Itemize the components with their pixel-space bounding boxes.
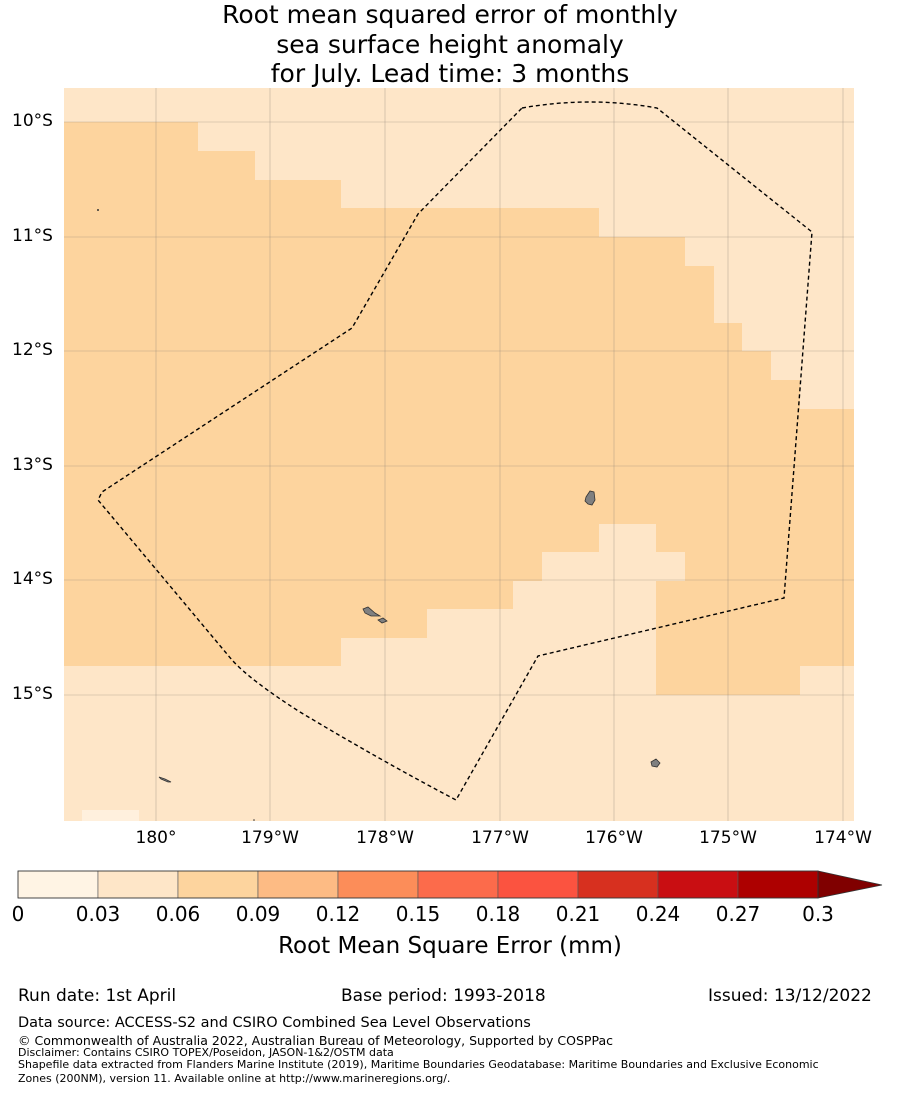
colorbar-tick-label: 0.27 xyxy=(715,902,761,926)
eez-boundary xyxy=(97,101,813,801)
gridlines xyxy=(64,88,854,821)
map-area xyxy=(64,88,854,821)
island-futuna xyxy=(362,606,382,617)
lon-label-180: 180° xyxy=(135,828,177,848)
lat-label-12s: 12°S xyxy=(12,340,53,360)
colorbar-extend-arrow xyxy=(817,870,883,899)
lon-label-179w: 179°W xyxy=(241,828,299,848)
colorbar-segment xyxy=(177,870,259,899)
colorbar-segment xyxy=(657,870,739,899)
island-southwest xyxy=(158,776,172,783)
title-line-2: sea surface height anomaly xyxy=(276,29,624,59)
colorbar-tick-label: 0.21 xyxy=(555,902,601,926)
colorbar-segment xyxy=(417,870,499,899)
colorbar-tick-label: 0.09 xyxy=(235,902,281,926)
run-date: Run date: 1st April xyxy=(18,986,177,1006)
colorbar-segment xyxy=(97,870,179,899)
rmse-region-high xyxy=(64,122,854,695)
colorbar-tick-label: 0.15 xyxy=(395,902,441,926)
base-period: Base period: 1993-2018 xyxy=(341,986,546,1006)
data-source: Data source: ACCESS-S2 and CSIRO Combine… xyxy=(18,1015,531,1031)
colorbar-segment xyxy=(257,870,339,899)
map-title: Root mean squared error of monthly sea s… xyxy=(0,0,900,89)
island-alofi xyxy=(377,617,388,624)
issued-date: Issued: 13/12/2022 xyxy=(708,986,872,1006)
shapefile-credit-line-1: Shapefile data extracted from Flanders M… xyxy=(18,1058,819,1071)
lat-label-11s: 11°S xyxy=(12,226,53,246)
lon-label-174w: 174°W xyxy=(814,828,872,848)
colorbar-tick-label: 0.18 xyxy=(475,902,521,926)
colorbar-segments xyxy=(17,870,819,899)
colorbar-segment xyxy=(337,870,419,899)
lon-label-175w: 175°W xyxy=(699,828,757,848)
copyright: © Commonwealth of Australia 2022, Austra… xyxy=(18,1033,613,1048)
colorbar-segment xyxy=(17,870,99,899)
colorbar-tick-label: 0.24 xyxy=(635,902,681,926)
shapefile-credit-line-2: Zones (200NM), version 11. Available onl… xyxy=(18,1072,451,1085)
colorbar-segment xyxy=(737,870,819,899)
colorbar-label: Root Mean Square Error (mm) xyxy=(278,933,622,959)
rmse-cell-light xyxy=(82,810,139,821)
title-line-1: Root mean squared error of monthly xyxy=(222,0,678,29)
colorbar-segment xyxy=(497,870,579,899)
colorbar-tick-label: 0.12 xyxy=(315,902,361,926)
island-southeast xyxy=(650,758,661,768)
rmse-map xyxy=(64,88,854,821)
lat-label-10s: 10°S xyxy=(12,111,53,131)
island-bottom xyxy=(253,819,255,821)
lat-label-13s: 13°S xyxy=(12,455,53,475)
colorbar-tick-label: 0.06 xyxy=(155,902,201,926)
disclaimer: Disclaimer: Contains CSIRO TOPEX/Poseido… xyxy=(18,1046,394,1059)
lon-label-176w: 176°W xyxy=(585,828,643,848)
lat-label-15s: 15°S xyxy=(12,684,53,704)
colorbar-outline xyxy=(17,870,819,899)
colorbar-segment xyxy=(577,870,659,899)
island-northwest xyxy=(97,209,99,211)
colorbar-tick-label: 0.03 xyxy=(75,902,121,926)
island-uvea xyxy=(584,490,596,506)
colorbar-tick-label: 0 xyxy=(11,902,25,926)
lon-label-178w: 178°W xyxy=(356,828,414,848)
colorbar-tick-label: 0.3 xyxy=(802,902,834,926)
colorbar xyxy=(17,870,883,899)
title-line-3: for July. Lead time: 3 months xyxy=(270,59,630,88)
lat-label-14s: 14°S xyxy=(12,569,53,589)
lon-label-177w: 177°W xyxy=(471,828,529,848)
